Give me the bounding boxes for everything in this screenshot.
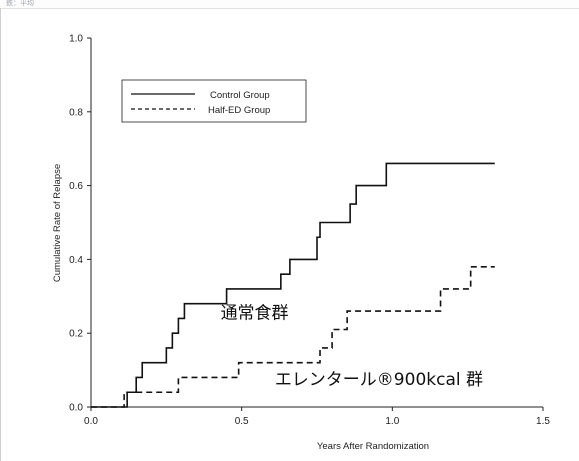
y-tick-label: 0.0	[69, 403, 83, 414]
y-axis-title: Cumulative Rate of Relapse	[52, 164, 63, 282]
legend-label-control: Control Group	[210, 90, 270, 101]
x-tick-label: 1.0	[385, 416, 399, 427]
series-layer	[91, 162, 495, 408]
legend-label-half-ed: Half-ED Group	[208, 105, 270, 116]
y-tick-label: 0.8	[69, 107, 83, 118]
legend: Control Group Half-ED Group	[121, 79, 307, 123]
y-tick-label: 0.2	[69, 329, 83, 340]
y-ticks: 0.0 0.2 0.4 0.6 0.8 1.0	[69, 34, 91, 414]
left-edge-line	[0, 8, 1, 461]
series-line-half-ed	[91, 265, 495, 408]
x-tick-label: 1.5	[536, 416, 550, 427]
axes-group	[90, 38, 543, 408]
x-ticks: 0.0 0.5 1.0 1.5	[84, 407, 550, 427]
series-line-control	[91, 162, 495, 408]
corner-label: 鉄：平均	[6, 0, 34, 7]
x-tick-label: 0.5	[235, 416, 249, 427]
y-tick-label: 0.4	[69, 255, 83, 266]
y-tick-label: 1.0	[69, 34, 83, 45]
annotation-label: エレンタール®900kcal 群	[275, 370, 483, 390]
top-edge-strip: 鉄：平均	[0, 0, 579, 9]
x-tick-label: 0.0	[84, 416, 98, 427]
x-axis-title: Years After Randomization	[317, 441, 429, 452]
y-tick-label: 0.6	[69, 181, 83, 192]
legend-box	[121, 79, 307, 123]
annotation-label: 通常食群	[221, 303, 289, 323]
